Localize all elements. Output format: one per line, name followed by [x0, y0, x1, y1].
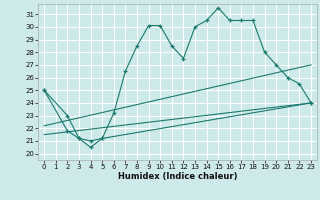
X-axis label: Humidex (Indice chaleur): Humidex (Indice chaleur)	[118, 172, 237, 181]
